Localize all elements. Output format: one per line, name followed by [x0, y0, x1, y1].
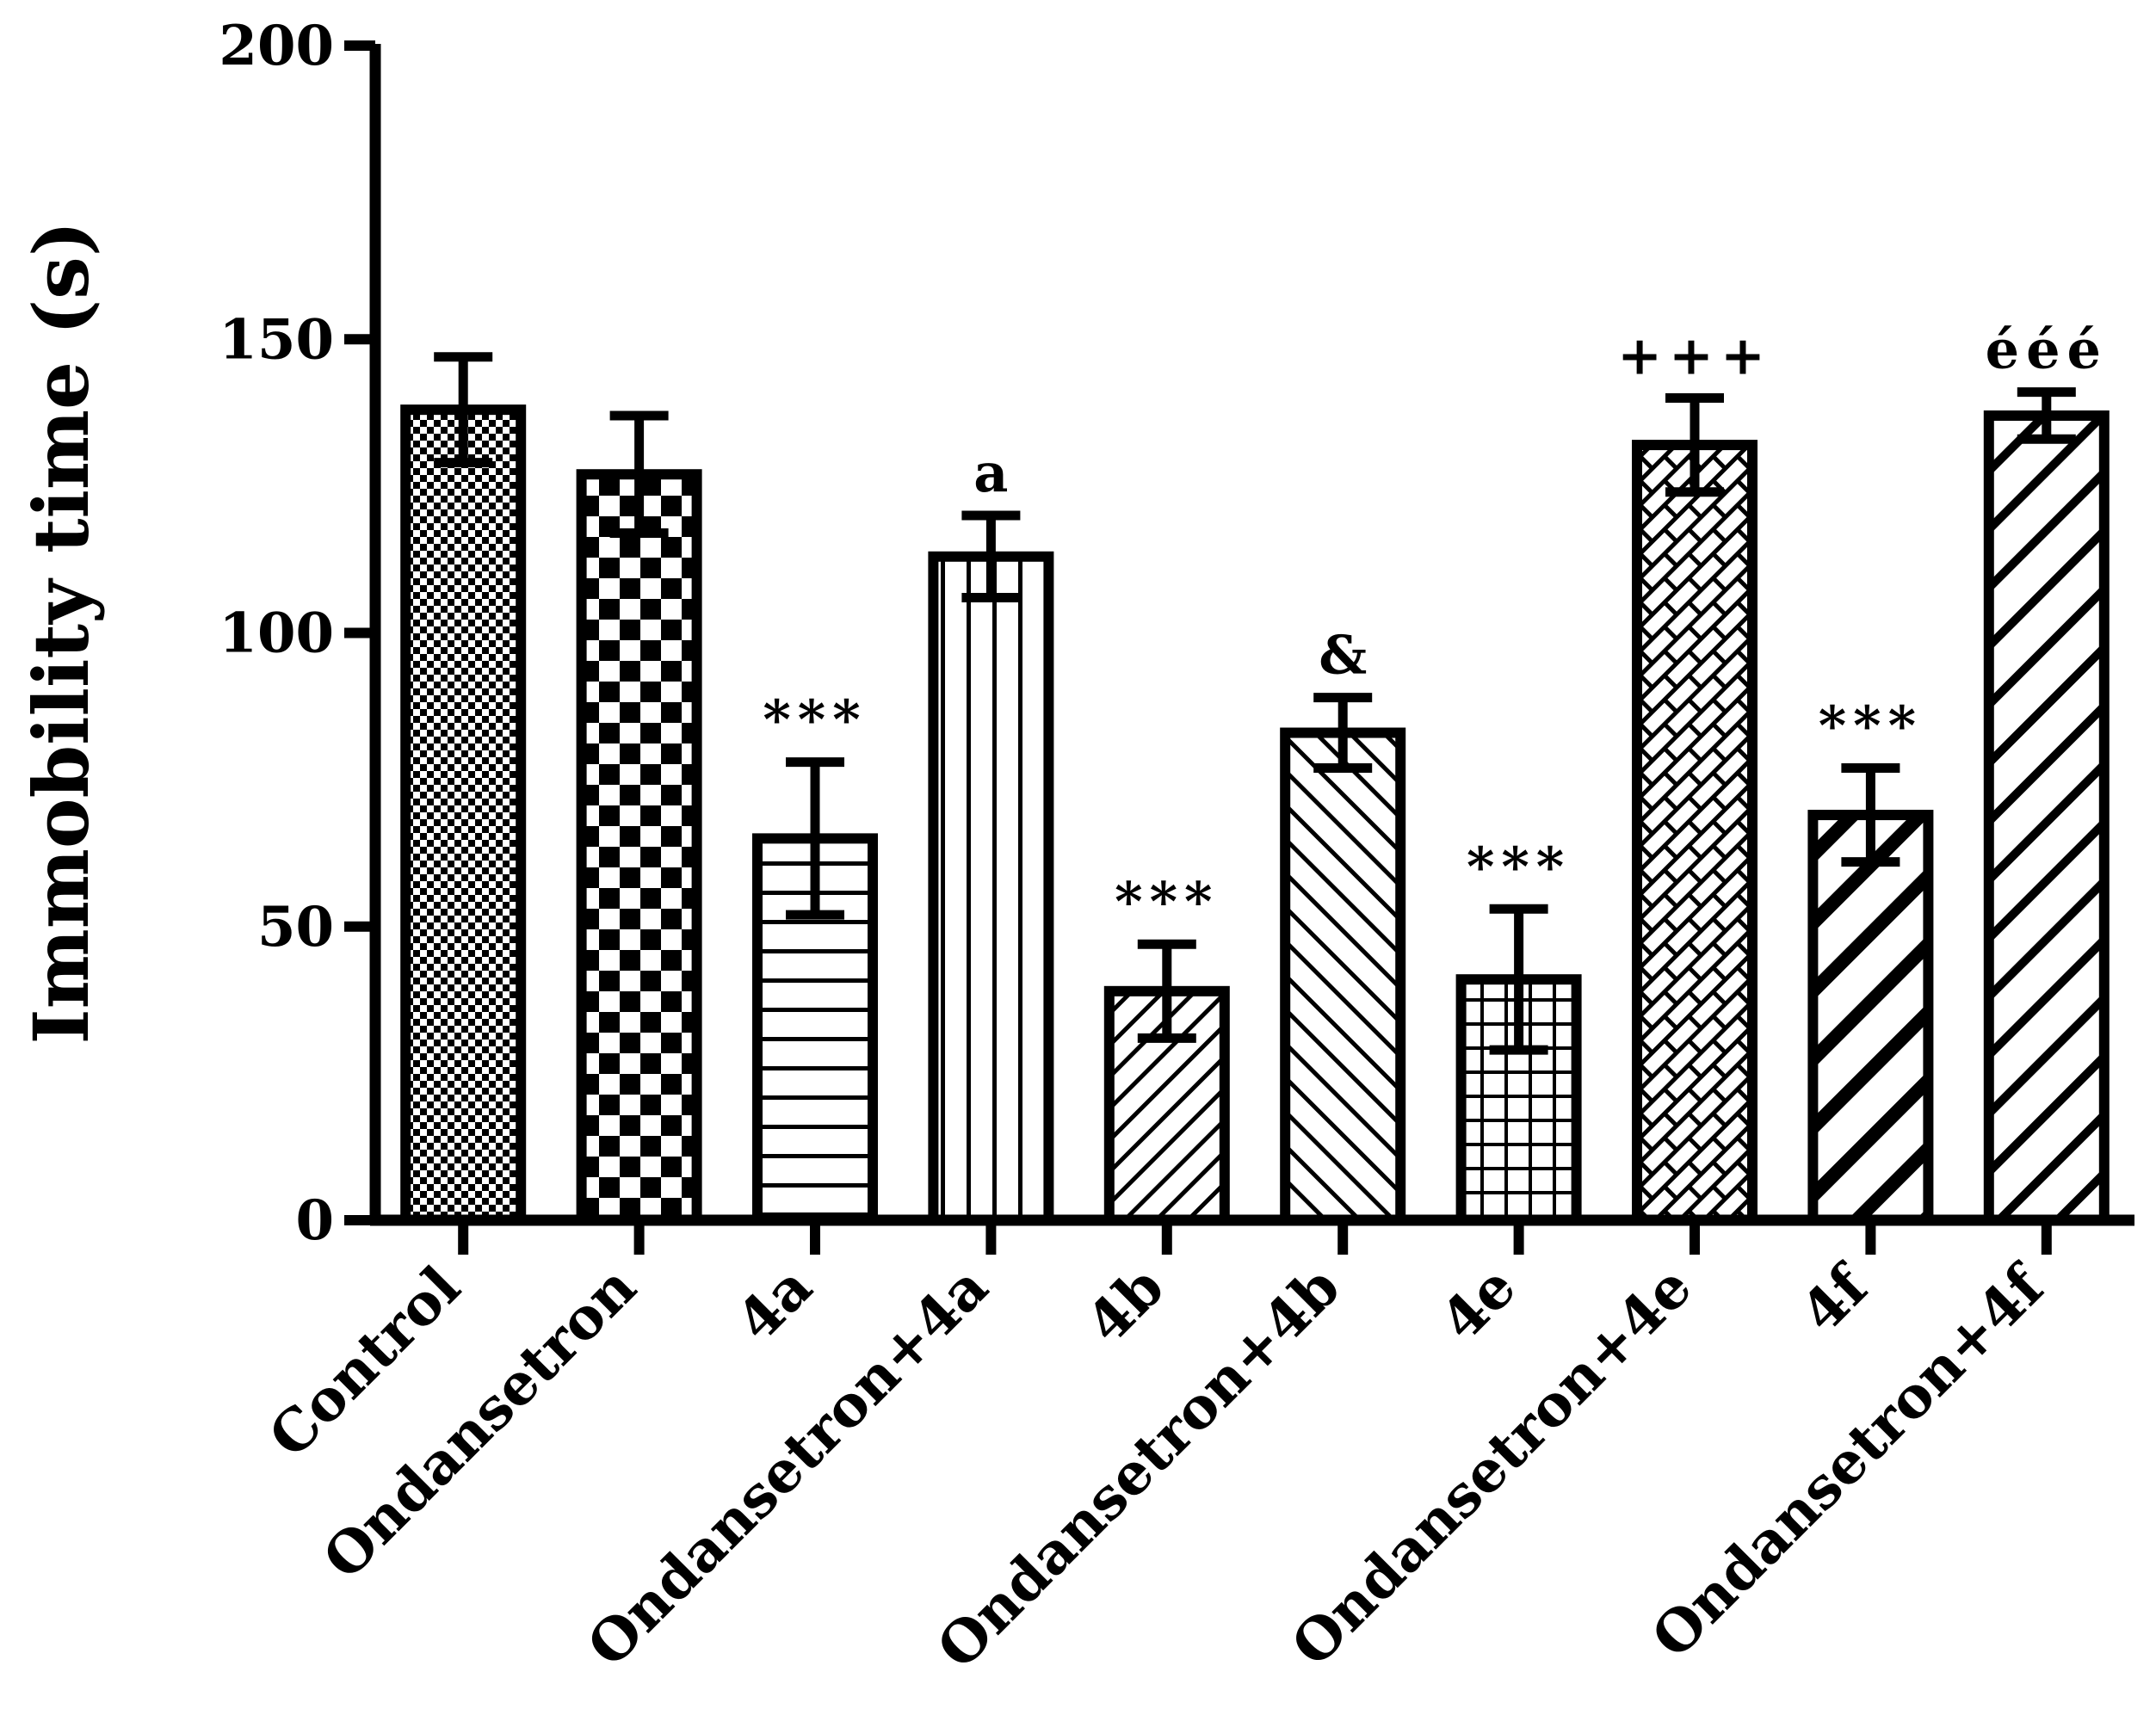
significance-label: ***	[1115, 870, 1219, 933]
x-tick-label: Ondansetron	[310, 1253, 649, 1592]
bar-ondansetron-4b	[1280, 727, 1406, 1225]
significance-label: +++	[1617, 324, 1772, 387]
y-tick-label: 100	[219, 602, 334, 666]
significance-label: a	[973, 441, 1008, 504]
significance-label: ***	[1819, 694, 1923, 756]
bar-ondansetron-4e	[1632, 440, 1758, 1225]
significance-label: ***	[1467, 835, 1571, 898]
y-tick-label: 200	[219, 14, 334, 78]
bar-ondansetron	[576, 469, 702, 1225]
bar-4f	[1807, 810, 1934, 1225]
bar-ondansetron-4f	[1983, 410, 2110, 1226]
significance-label: ***	[763, 688, 867, 751]
y-tick-label: 150	[219, 307, 334, 372]
significance-label: ééé	[1986, 318, 2108, 381]
bar-ondansetron-4a	[928, 551, 1054, 1225]
y-axis-title: Immobility time (s)	[16, 221, 106, 1045]
plot-area: 050100150200ControlOndansetron***4aaOnda…	[219, 14, 2134, 1681]
x-tick-label: 4f	[1788, 1251, 1882, 1346]
bar-control	[400, 404, 527, 1225]
y-tick-label: 0	[295, 1188, 334, 1253]
x-tick-label: 4b	[1073, 1253, 1177, 1356]
y-tick-label: 50	[257, 895, 334, 959]
x-tick-label: 4a	[723, 1253, 825, 1354]
significance-label: &	[1319, 624, 1367, 687]
x-tick-label: 4e	[1428, 1253, 1529, 1354]
